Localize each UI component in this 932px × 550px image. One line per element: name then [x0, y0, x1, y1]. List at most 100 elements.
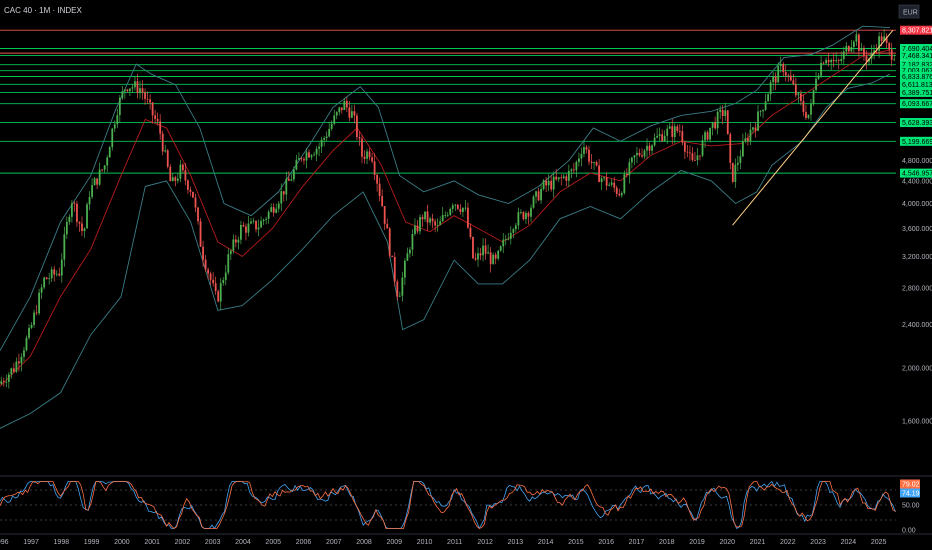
- candle-body: [883, 36, 886, 42]
- candle-body: [250, 221, 252, 224]
- candle-body: [504, 239, 507, 240]
- candle-body: [23, 350, 25, 357]
- candle-body: [219, 283, 222, 302]
- candle-body: [222, 280, 225, 284]
- price-level-tag[interactable]: [900, 99, 932, 109]
- price-level-tag-label: 7,003.067: [902, 68, 932, 75]
- price-tick-label: 3,600.000: [902, 226, 932, 233]
- candle-body: [28, 327, 30, 338]
- candle-body: [802, 100, 805, 113]
- price-level-tag[interactable]: [900, 72, 932, 82]
- candle-body: [625, 174, 628, 176]
- candle-body: [729, 134, 732, 163]
- candle-body: [565, 176, 568, 181]
- price-level-tag[interactable]: [900, 136, 932, 146]
- year-tick-label: 2009: [387, 539, 403, 546]
- year-tick-label: 2015: [568, 539, 584, 546]
- candle-body: [832, 59, 835, 62]
- price-level-tag[interactable]: [900, 66, 932, 76]
- candle-body: [247, 223, 250, 233]
- candle-body: [298, 158, 300, 160]
- candle-body: [633, 155, 636, 158]
- candle-body: [416, 225, 419, 232]
- chart-title: CAC 40 · 1M · INDEX: [4, 6, 82, 15]
- candle-body: [757, 111, 759, 131]
- price-level-tag-label: 7,182.832: [902, 62, 932, 69]
- price-level-tag[interactable]: [900, 168, 932, 178]
- candle-body: [439, 221, 442, 225]
- candle-body: [721, 109, 724, 117]
- candle-body: [865, 56, 868, 62]
- rsi-value-tag[interactable]: [900, 479, 920, 489]
- price-level-tag[interactable]: [900, 79, 932, 89]
- candle-body: [456, 204, 459, 209]
- price-level-tag[interactable]: [900, 50, 932, 60]
- candle-body: [492, 254, 495, 265]
- price-level-lines: [0, 29, 896, 174]
- candle-body: [262, 219, 265, 221]
- candle-body: [2, 381, 5, 383]
- candle-body: [70, 203, 73, 217]
- year-tick-label: 2004: [235, 539, 251, 546]
- price-level-tag[interactable]: [900, 118, 932, 128]
- candle-body: [15, 361, 18, 372]
- candle-body: [388, 228, 391, 256]
- candle-body: [890, 49, 893, 60]
- candle-body: [136, 81, 139, 94]
- candle-body: [149, 99, 151, 103]
- candle-body: [290, 179, 293, 181]
- candle-body: [338, 107, 341, 113]
- candle-body: [323, 138, 326, 140]
- currency-badge[interactable]: [898, 4, 920, 19]
- candle-body: [350, 111, 353, 118]
- candle-body: [638, 152, 641, 156]
- candle-body: [557, 177, 560, 180]
- candle-body: [820, 62, 822, 76]
- candle-body: [333, 115, 336, 124]
- candle-body: [391, 255, 394, 257]
- candle-body: [343, 100, 346, 110]
- price-level-tag-label: 4,546.957: [902, 171, 932, 178]
- candle-body: [146, 98, 149, 100]
- candle-body: [706, 132, 709, 140]
- candle-body: [542, 180, 545, 190]
- candle-body: [578, 158, 580, 162]
- year-tick-label: 2014: [538, 539, 554, 546]
- candle-body: [108, 147, 111, 158]
- candle-body: [58, 273, 61, 276]
- candle-body: [358, 137, 361, 139]
- candle-body: [701, 140, 704, 156]
- candle-body: [194, 197, 197, 208]
- candle-body: [810, 103, 812, 115]
- candle-body: [169, 166, 172, 182]
- candle-body: [93, 178, 96, 186]
- candle-body: [583, 147, 585, 154]
- candle-body: [214, 283, 217, 292]
- price-level-tag-label: 7,690.404: [902, 46, 932, 53]
- year-tick-label: 2002: [175, 539, 191, 546]
- price-level-tag[interactable]: [900, 87, 932, 97]
- year-tick-label: 2007: [326, 539, 342, 546]
- candle-body: [40, 287, 43, 293]
- price-level-tag[interactable]: [900, 60, 932, 70]
- candle-body: [782, 63, 785, 72]
- year-tick-label: 2025: [871, 539, 887, 546]
- rsi-value-tag[interactable]: [900, 488, 920, 498]
- candle-body: [227, 254, 230, 273]
- candle-body: [446, 214, 449, 216]
- price-level-tag[interactable]: [900, 44, 932, 54]
- trendline-segment[interactable]: [732, 29, 894, 226]
- candle-body: [199, 221, 202, 247]
- year-tick-label: 2010: [417, 539, 433, 546]
- candle-body: [774, 76, 777, 83]
- candle-body: [454, 204, 457, 206]
- candle-body: [154, 115, 157, 119]
- candle-body: [585, 147, 588, 150]
- price-level-tag[interactable]: [900, 25, 932, 35]
- candle-body: [472, 237, 474, 259]
- candle-body: [643, 150, 646, 157]
- time-axis[interactable]: 1996 1997 1998 1999 2000 2001 2002 2003 2004 2005…: [0, 533, 932, 546]
- trendline[interactable]: [732, 29, 894, 226]
